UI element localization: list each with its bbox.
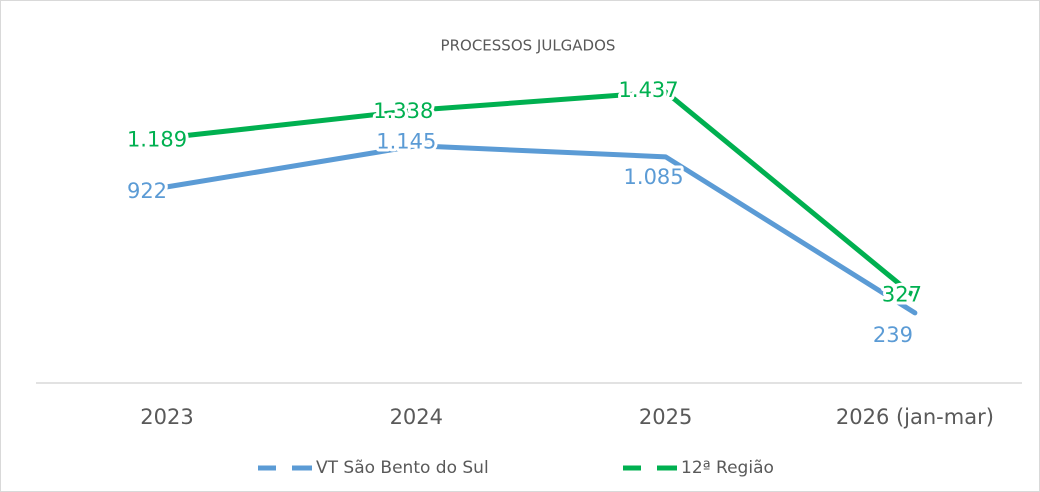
data-label: 239 (873, 323, 913, 347)
x-tick-label: 2025 (639, 405, 692, 429)
x-tick-label: 2026 (jan-mar) (836, 405, 994, 429)
x-tick-label: 2024 (390, 405, 443, 429)
data-label: 922 (127, 179, 167, 203)
data-label: 1.437 (619, 78, 679, 102)
data-label: 1.145 (376, 130, 436, 154)
chart-title: PROCESSOS JULGADOS (441, 37, 616, 55)
data-label: 1.189 (127, 128, 187, 152)
data-label: 1.085 (624, 165, 684, 189)
x-tick-label: 2023 (140, 405, 193, 429)
data-label: 327 (882, 283, 922, 307)
series-line (164, 143, 918, 316)
legend-label: VT São Bento do Sul (316, 458, 489, 478)
legend-label: 12ª Região (681, 458, 774, 478)
data-label: 1.338 (373, 99, 433, 123)
series-line (164, 89, 918, 300)
